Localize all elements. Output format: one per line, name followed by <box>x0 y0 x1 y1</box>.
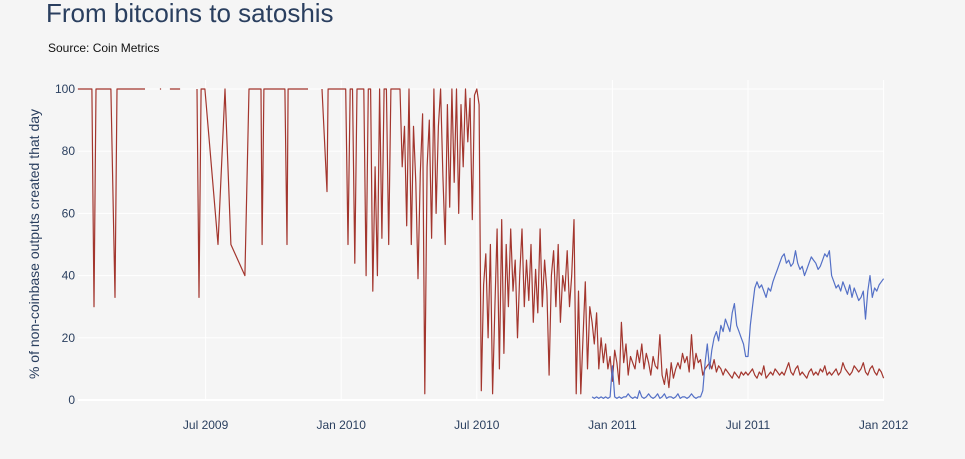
x-tick-label: Jan 2010 <box>317 418 367 432</box>
chart-title: From bitcoins to satoshis <box>46 0 334 28</box>
y-tick-label: 60 <box>62 206 76 220</box>
x-tick-label: Jan 2011 <box>588 418 637 432</box>
series-group <box>77 88 885 399</box>
y-tick-label: 40 <box>62 269 76 283</box>
y-tick-label: 0 <box>68 393 75 407</box>
gridlines <box>78 80 885 401</box>
x-axis-ticks: Jul 2009 Jan 2010 Jul 2010 Jan 2011 Jul 2011… <box>183 418 909 432</box>
blue-series-line <box>591 250 885 399</box>
y-tick-label: 100 <box>55 82 75 96</box>
x-tick-label: Jul 2011 <box>726 418 771 432</box>
x-tick-label: Jul 2010 <box>454 418 500 432</box>
x-tick-label: Jan 2012 <box>859 418 909 432</box>
x-tick-label: Jul 2009 <box>183 418 229 432</box>
y-axis-title: % of non-coinbase outputs created that d… <box>26 109 42 379</box>
chart-subtitle: Source: Coin Metrics <box>48 41 160 55</box>
y-axis-ticks: 0 20 40 60 80 100 <box>55 82 75 407</box>
y-tick-label: 80 <box>62 144 76 158</box>
y-tick-label: 20 <box>62 331 76 345</box>
red-series-line <box>77 88 885 395</box>
